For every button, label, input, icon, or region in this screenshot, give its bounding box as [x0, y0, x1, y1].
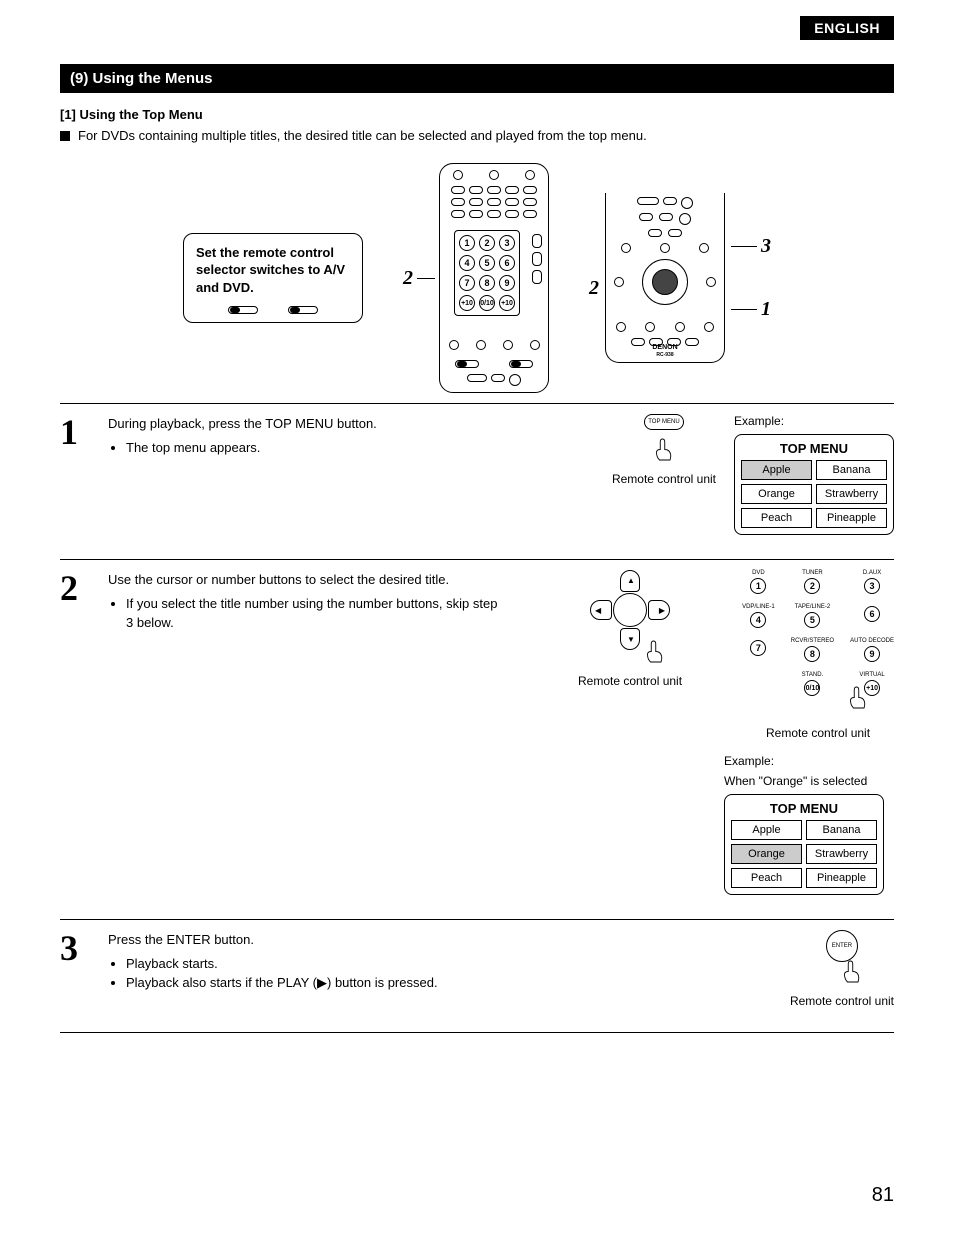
- menu-item: Peach: [731, 868, 802, 888]
- step-num-3: 3: [60, 930, 90, 1008]
- step-3: 3 Press the ENTER button. Playback start…: [60, 919, 894, 1032]
- step-1-main: During playback, press the TOP MENU butt…: [108, 416, 377, 431]
- remote-full: 123 456 789 +100/10+10: [439, 163, 549, 393]
- page-number: 81: [872, 1184, 894, 1207]
- note-box-text: Set the remote control selector switches…: [196, 245, 345, 295]
- brand-label: DENON: [652, 344, 677, 351]
- example-col-1: Example: TOP MENU Apple Banana Orange St…: [734, 414, 894, 535]
- hand-icon: [843, 684, 873, 714]
- step-2-bullet: If you select the title number using the…: [126, 594, 498, 633]
- remote-btn: [453, 170, 463, 180]
- rcu-illus-1: TOP MENU Remote control unit: [612, 414, 716, 486]
- rcu-illus-3: ENTER Remote control unit: [790, 930, 894, 1008]
- rcu-label: Remote control unit: [612, 472, 716, 486]
- step-2: 2 Use the cursor or number buttons to se…: [60, 559, 894, 919]
- model-label: RC-938: [656, 352, 673, 358]
- step-3-bullet2: Playback also starts if the PLAY (▶) but…: [126, 973, 498, 993]
- step-1-bullet: The top menu appears.: [126, 438, 498, 458]
- hand-icon: [649, 436, 679, 466]
- remote-partial: DENON RC-938: [605, 193, 725, 363]
- dpad-illus-wrap: ▲ ▼ ◀ ▶ Remote control unit: [578, 570, 682, 688]
- mini-switches: [196, 306, 350, 314]
- top-menu-button-icon: TOP MENU: [644, 414, 684, 430]
- intro-text: For DVDs containing multiple titles, the…: [78, 128, 647, 143]
- remote-btn: [489, 170, 499, 180]
- sub-heading: [1] Using the Top Menu: [60, 107, 894, 122]
- step-3-bullet1: Playback starts.: [126, 954, 498, 974]
- callout-left-2: 2: [403, 267, 413, 290]
- menu-item: Banana: [816, 460, 887, 480]
- hand-icon: [837, 958, 867, 988]
- numpad-illus-wrap: DVD1 TUNER2 D.AUX3 VDP/LINE-14 TAPE/LINE…: [742, 570, 894, 740]
- step-1-text: During playback, press the TOP MENU butt…: [108, 414, 498, 535]
- numpad-icon: DVD1 TUNER2 D.AUX3 VDP/LINE-14 TAPE/LINE…: [742, 570, 894, 696]
- step-num-2: 2: [60, 570, 90, 895]
- menu-title: TOP MENU: [741, 441, 887, 456]
- menu-item: Orange: [731, 844, 802, 864]
- rcu-label: Remote control unit: [790, 994, 894, 1008]
- callout-1: 1: [761, 298, 771, 321]
- callout-2: 2: [589, 277, 599, 300]
- callout-3: 3: [761, 235, 771, 258]
- section-header: (9) Using the Menus: [60, 64, 894, 93]
- rcu-label: Remote control unit: [578, 674, 682, 688]
- menu-item: Pineapple: [806, 868, 877, 888]
- switch-dvd: [288, 306, 318, 314]
- menu-item: Banana: [806, 820, 877, 840]
- step-3-main: Press the ENTER button.: [108, 932, 254, 947]
- example-col-2: Example: When "Orange" is selected TOP M…: [724, 754, 894, 895]
- menu-item: Apple: [741, 460, 812, 480]
- menu-screen-1: TOP MENU Apple Banana Orange Strawberry …: [734, 434, 894, 535]
- menu-item: Apple: [731, 820, 802, 840]
- intro-line: For DVDs containing multiple titles, the…: [60, 128, 894, 143]
- language-tab: ENGLISH: [800, 16, 894, 40]
- remote-btn: [525, 170, 535, 180]
- note-box: Set the remote control selector switches…: [183, 233, 363, 324]
- menu-item: Orange: [741, 484, 812, 504]
- menu-item: Strawberry: [806, 844, 877, 864]
- remote-partial-wrap: 2: [589, 193, 771, 363]
- play-icon: ▶: [317, 975, 327, 990]
- leader-line: [417, 278, 435, 279]
- menu-item: Peach: [741, 508, 812, 528]
- rcu-label: Remote control unit: [766, 726, 870, 740]
- bullet-square: [60, 131, 70, 141]
- example-label: Example:: [734, 414, 894, 428]
- step-num-1: 1: [60, 414, 90, 535]
- dpad-icon: ▲ ▼ ◀ ▶: [590, 570, 670, 650]
- step-3-text: Press the ENTER button. Playback starts.…: [108, 930, 498, 1008]
- menu-title: TOP MENU: [731, 801, 877, 816]
- step-1: 1 During playback, press the TOP MENU bu…: [60, 403, 894, 559]
- divider: [60, 1032, 894, 1033]
- step-2-main: Use the cursor or number buttons to sele…: [108, 572, 449, 587]
- switch-av: [228, 306, 258, 314]
- menu-screen-2: TOP MENU Apple Banana Orange Strawberry …: [724, 794, 884, 895]
- menu-item: Strawberry: [816, 484, 887, 504]
- diagram-row: Set the remote control selector switches…: [60, 163, 894, 393]
- menu-item: Pineapple: [816, 508, 887, 528]
- dpad-icon: [642, 259, 688, 305]
- step-2-text: Use the cursor or number buttons to sele…: [108, 570, 498, 895]
- example-sub: When "Orange" is selected: [724, 774, 894, 788]
- example-label: Example:: [724, 754, 894, 768]
